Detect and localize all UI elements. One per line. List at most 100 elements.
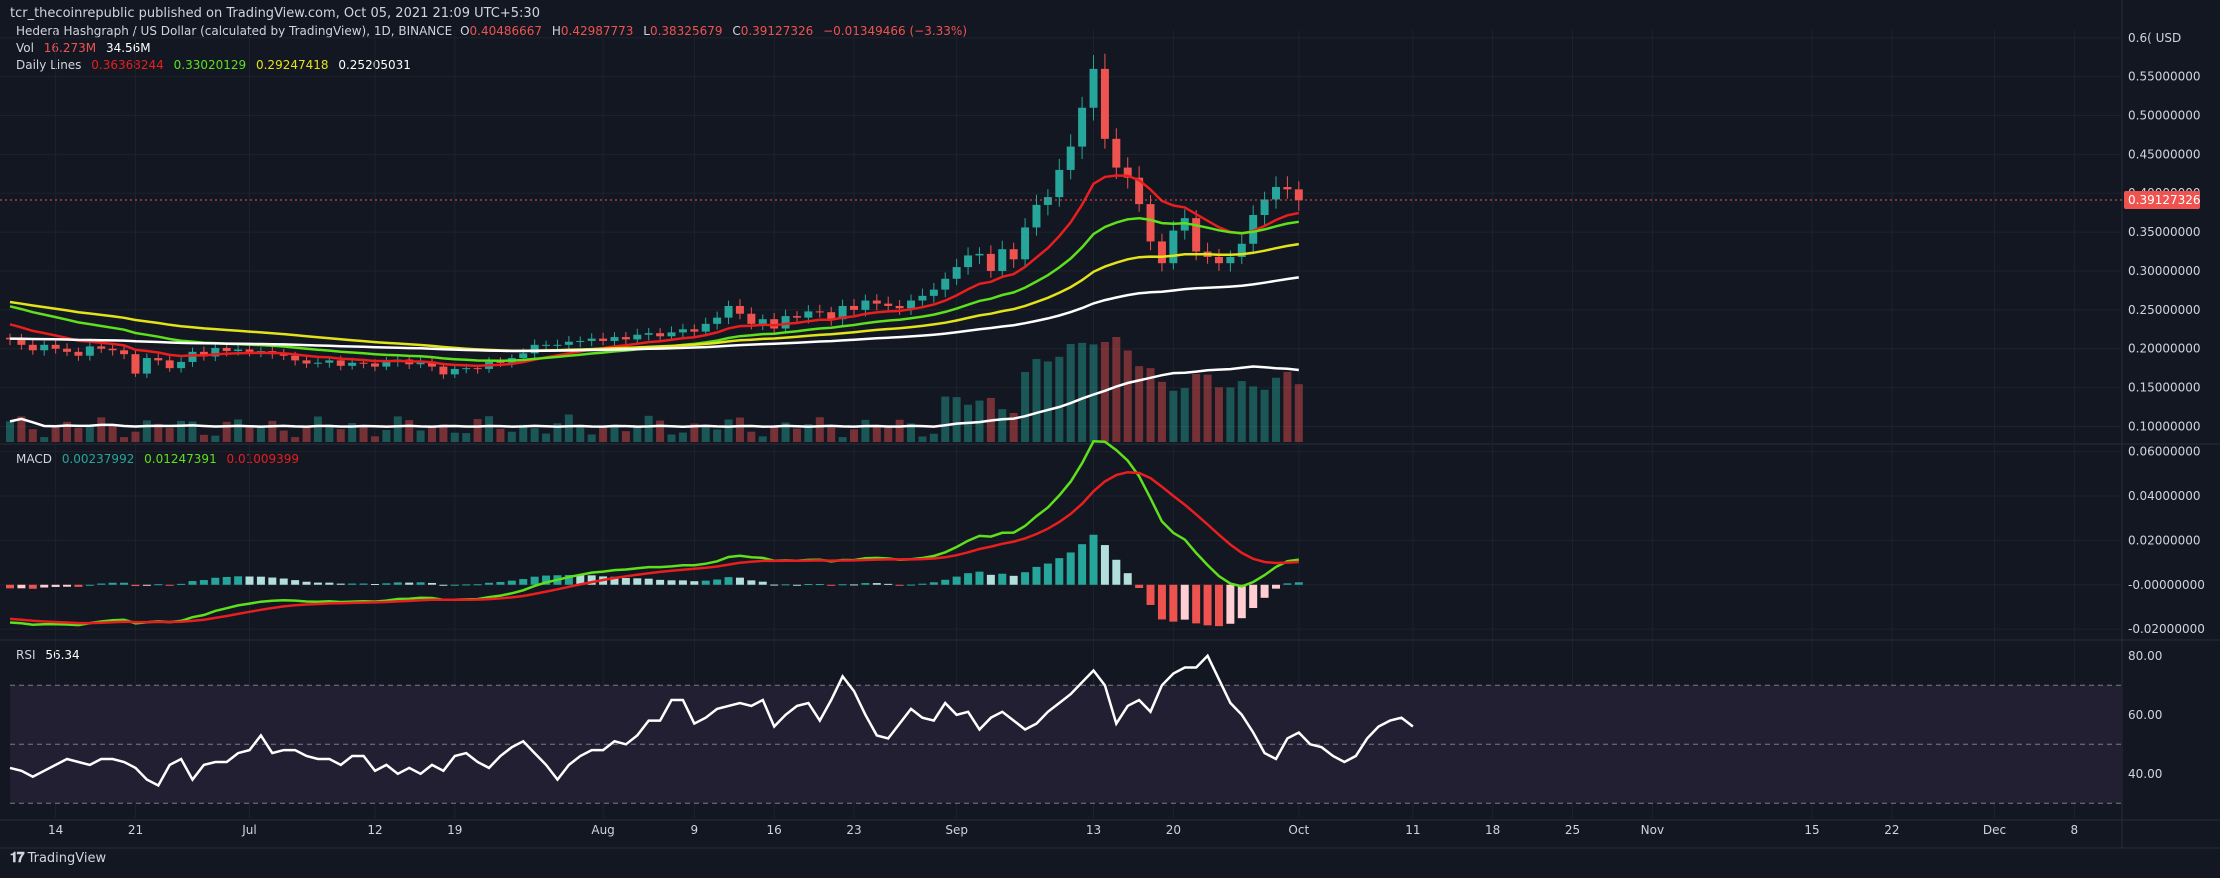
macd-histogram-bar	[975, 571, 984, 585]
macd-histogram-bar	[6, 584, 14, 589]
macd-histogram-bar	[188, 581, 197, 585]
open-value: 0.40486667	[469, 24, 543, 38]
macd-histogram-bar	[313, 582, 322, 585]
candle-body	[51, 344, 60, 349]
macd-histogram-bar	[211, 577, 220, 585]
footer-brand: 𝟏𝟕 TradingView	[10, 850, 106, 866]
macd-histogram-bar	[302, 581, 311, 585]
volume-bar	[165, 428, 174, 442]
candle-body	[199, 351, 208, 357]
macd-histogram-bar	[63, 584, 72, 587]
macd-histogram-bar	[256, 576, 265, 585]
macd-histogram-bar	[74, 584, 83, 587]
macd-histogram-bar	[964, 573, 973, 585]
macd-line	[9, 440, 1299, 627]
last-price-tag	[2124, 191, 2200, 210]
macd-histogram-bar	[154, 584, 163, 586]
volume-bar	[1249, 386, 1258, 442]
candle-body	[211, 347, 220, 357]
candle-body	[222, 347, 231, 352]
candle-body	[872, 300, 881, 304]
candle-body	[313, 362, 322, 364]
macd-histogram-bar	[336, 583, 345, 585]
volume-bar	[51, 427, 60, 442]
price-tick-label: 0.20000000	[2128, 342, 2201, 356]
price-tick-label: 0.30000000	[2128, 264, 2201, 278]
candle-body	[838, 305, 847, 320]
volume-bar	[1112, 337, 1121, 442]
volume-bar	[450, 432, 459, 442]
macd-signal-value: 0.01009399	[226, 452, 300, 466]
time-tick-label: 20	[1166, 823, 1181, 837]
volume-bar	[564, 414, 573, 442]
candle-body	[108, 348, 117, 351]
volume-bar	[599, 428, 608, 442]
rsi-tick-label: 80.00	[2128, 649, 2162, 663]
high-label: H	[551, 24, 561, 38]
volume-bar	[678, 432, 687, 442]
volume-bar	[792, 428, 801, 442]
macd-histogram-bar	[97, 583, 106, 585]
line3-value: 0.29247418	[255, 58, 329, 72]
macd-tick-label: 0.02000000	[2128, 533, 2201, 547]
time-tick-label: Dec	[1983, 823, 2006, 837]
time-tick-label: Aug	[591, 823, 614, 837]
volume-bar	[781, 422, 790, 442]
candle-body	[735, 305, 744, 314]
candle-body	[553, 344, 562, 346]
candle-body	[621, 337, 630, 340]
macd-histogram-bar	[1078, 544, 1087, 585]
volume-bar	[895, 419, 904, 442]
candle-body	[1192, 218, 1201, 252]
volume-bar	[610, 424, 619, 442]
time-tick-label: Oct	[1288, 823, 1309, 837]
macd-histogram-bar	[1032, 566, 1041, 585]
macd-histogram-bar	[359, 583, 368, 585]
price-tick-label: 0.55000000	[2128, 70, 2201, 84]
candle-body	[245, 349, 254, 352]
candle-body	[587, 338, 596, 341]
volume-bar	[1135, 366, 1144, 442]
volume-bar	[804, 424, 813, 442]
candle-body	[97, 346, 106, 349]
candle-body	[1100, 68, 1109, 139]
low-value: 0.38325679	[649, 24, 723, 38]
volume-ma-value: 34.56M	[105, 41, 151, 55]
macd-histogram-bar	[918, 583, 927, 585]
candle-body	[576, 340, 585, 342]
volume-bar	[485, 416, 494, 442]
volume-bar	[827, 427, 836, 442]
macd-histogram-bar	[701, 580, 710, 585]
candle-body	[1169, 230, 1178, 264]
volume-bar	[1043, 361, 1052, 442]
candle-body	[850, 305, 858, 310]
rsi-tick-label: 60.00	[2128, 708, 2162, 722]
volume-bar	[313, 416, 322, 442]
macd-histogram-bar	[28, 584, 37, 589]
macd-histogram-bar	[17, 584, 26, 589]
candle-body	[131, 354, 140, 374]
candle-body	[564, 341, 573, 345]
macd-histogram-bar	[131, 584, 140, 587]
volume-bar	[701, 426, 710, 442]
macd-histogram-bar	[120, 582, 129, 585]
volume-bar	[416, 430, 425, 442]
macd-histogram-bar	[450, 584, 459, 586]
price-tick-label: 0.15000000	[2128, 381, 2201, 395]
candle-body	[929, 289, 938, 296]
macd-histogram-bar	[986, 574, 995, 585]
volume-bar	[199, 434, 208, 442]
macd-line-value: 0.01247391	[144, 452, 217, 466]
macd-tick-label: -0.00000000	[2128, 578, 2205, 592]
candle-body	[1055, 169, 1064, 198]
price-tick-label: 0.50000000	[2128, 109, 2201, 123]
macd-histogram-bar	[850, 584, 858, 586]
volume-bar	[861, 419, 870, 442]
macd-histogram-bar	[199, 580, 208, 585]
macd-histogram-bar	[1043, 563, 1052, 585]
macd-histogram-bar	[142, 584, 151, 586]
volume-bar	[1272, 377, 1280, 442]
volume-bar	[154, 423, 163, 442]
volume-bar	[872, 425, 881, 442]
